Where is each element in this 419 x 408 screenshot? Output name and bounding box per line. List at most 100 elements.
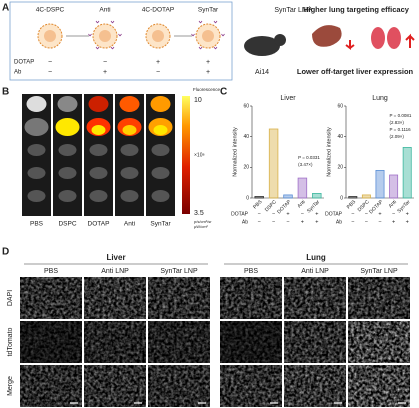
micrograph-signal (84, 321, 146, 363)
group-label: PBS (30, 221, 44, 228)
lnp-label: SynTar LNP (274, 7, 312, 14)
micrograph-signal (20, 277, 82, 319)
condition-cell: − (392, 211, 395, 217)
lnp-core (44, 30, 56, 42)
lung-organ (119, 96, 140, 112)
mouse-icon (244, 36, 280, 56)
organ (58, 144, 77, 156)
row-cell: − (156, 69, 160, 76)
bar (297, 177, 308, 199)
row-cell: + (206, 69, 210, 76)
micrograph-signal (348, 365, 410, 407)
organ (151, 167, 170, 179)
condition-cell: + (301, 219, 304, 225)
row-label: Ab (14, 70, 22, 76)
antibody (213, 46, 218, 50)
lung-organ (26, 96, 47, 112)
condition-cell: + (315, 219, 318, 225)
colorbar-title: Fluorescence (193, 87, 221, 92)
condition-cell: − (365, 211, 368, 217)
colorbar-unit: µW/cm² (194, 224, 209, 229)
condition-cell: + (378, 211, 381, 217)
column-label: SynTar LNP (160, 268, 198, 275)
y-axis-label: Normalized intensity (232, 127, 238, 177)
row-cell: + (156, 59, 160, 66)
lung-icon (387, 27, 401, 49)
row-cell: − (103, 59, 107, 66)
micrograph-signal (84, 277, 146, 319)
y-tick-label: 20 (337, 165, 343, 171)
micrograph-signal (20, 321, 82, 363)
mouse-icon (274, 34, 286, 46)
x-tick-label: Anti (296, 199, 306, 209)
micrograph-signal (284, 365, 346, 407)
y-tick-label: 0 (246, 195, 249, 201)
micrograph-signal (220, 277, 282, 319)
micrograph-signal (348, 277, 410, 319)
mouse-label: Ai14 (255, 69, 269, 76)
bar (254, 196, 264, 199)
condition-cell: − (258, 219, 261, 225)
outcome-text: Higher lung targeting efficacy (303, 5, 410, 14)
group-label: 4C-DOTAP (142, 7, 174, 14)
annotation: (2.09×) (390, 134, 405, 139)
y-tick-label: 40 (243, 134, 249, 140)
condition-label: Ab (336, 219, 342, 225)
condition-cell: − (378, 219, 381, 225)
lung-organ (57, 96, 78, 112)
antibody (118, 33, 122, 37)
micrograph-signal (148, 321, 210, 363)
row-cell: − (48, 69, 52, 76)
group-label: 4C-DSPC (36, 7, 65, 14)
chart-title: Lung (372, 95, 388, 102)
organ (89, 190, 108, 202)
y-tick-label: 0 (340, 195, 343, 201)
organ (58, 190, 77, 202)
colorbar-label: 10 (194, 97, 202, 104)
column-label: Anti LNP (101, 268, 129, 275)
lnp-icons: 4C-DSPC Anti 4C-DOTAP SynTar DOTAP − − + + Ab − + − + (14, 7, 225, 76)
y-tick-label: 60 (337, 103, 343, 109)
condition-cell: − (272, 211, 275, 217)
condition-cell: + (406, 219, 409, 225)
tissue-label: Lung (306, 253, 326, 262)
signal (153, 125, 168, 135)
annotation: (2.83×) (390, 120, 405, 125)
micrograph-signal (348, 321, 410, 363)
y-tick-label: 60 (243, 103, 249, 109)
micrograph-signal (284, 277, 346, 319)
antibody (213, 20, 218, 24)
bar (402, 146, 412, 199)
y-axis-label: Normalized intensity (326, 127, 332, 177)
antibody (88, 33, 92, 37)
bar (268, 128, 279, 199)
lung-organ (150, 96, 171, 112)
lnp-core (202, 30, 214, 42)
organ (151, 190, 170, 202)
organ (120, 167, 139, 179)
row-cell: + (206, 59, 210, 66)
bar (389, 174, 399, 199)
panel-label: C (220, 87, 227, 98)
row-label: DOTAP (14, 60, 34, 66)
bar (375, 169, 385, 199)
condition-cell: − (301, 211, 304, 217)
bar (361, 194, 371, 199)
row-label: tdTomato (7, 327, 14, 356)
row-cell: + (103, 69, 107, 76)
column-label: PBS (44, 268, 58, 275)
antibody (198, 46, 203, 50)
antibody (110, 20, 115, 24)
organ (27, 190, 46, 202)
row-label: DAPI (7, 290, 14, 306)
condition-cell: − (365, 219, 368, 225)
column-label: PBS (244, 268, 258, 275)
group-label: DSPC (58, 221, 76, 228)
x-tick-label: PBS (252, 199, 264, 211)
condition-cell: − (258, 211, 261, 217)
colorbar-unit: p/s/cm²/sr (194, 219, 212, 224)
row-label: Merge (7, 376, 14, 396)
lung-organ (88, 96, 109, 112)
antibody (95, 20, 100, 24)
x-tick-label: SynTar (306, 199, 321, 214)
